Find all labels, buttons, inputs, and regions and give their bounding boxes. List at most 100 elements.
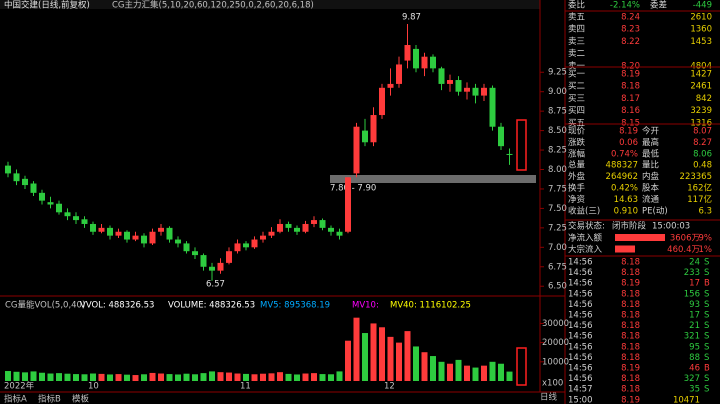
candle-body: [47, 202, 54, 205]
cell: 3606万: [670, 234, 700, 244]
cell: 0.74%: [611, 149, 638, 159]
volume-bar: [447, 363, 453, 381]
cell: 换手: [568, 183, 586, 194]
candle-body: [336, 231, 343, 236]
cell: 233: [684, 268, 700, 278]
cell: 488327: [606, 161, 638, 171]
y-tick-label: 8.50: [548, 126, 567, 136]
candle-body: [285, 223, 292, 228]
volume-bar: [243, 373, 249, 381]
y-tick-label: 8.75: [548, 107, 567, 117]
volume-bar: [455, 359, 462, 381]
flow-bar: [615, 234, 665, 241]
cell: 17: [689, 311, 700, 321]
cell: 8.23: [621, 25, 640, 35]
volume-bar: [166, 374, 173, 381]
volume-bar: [217, 372, 224, 381]
cell: 大宗流入: [568, 244, 603, 255]
cell: S: [704, 374, 709, 384]
candle-body: [158, 227, 164, 232]
cell: 涨跌: [568, 137, 586, 148]
cell: 8.06: [693, 149, 712, 159]
cell: 今开: [642, 126, 660, 137]
cell: 15:00:03: [652, 222, 690, 232]
cell: S: [704, 332, 709, 342]
volume-bar: [268, 373, 275, 381]
candle-body: [217, 262, 224, 271]
candle-body: [311, 220, 317, 224]
candle-body: [149, 231, 156, 244]
volume-bar: [22, 372, 28, 381]
cell: 闭市阶段: [612, 221, 647, 232]
candle-body: [73, 216, 79, 221]
candle-body: [302, 223, 309, 232]
cell: 外盘: [568, 171, 586, 182]
cell: 净流入额: [568, 233, 603, 244]
candle-body: [481, 87, 487, 96]
cell: 14:56: [568, 342, 593, 352]
tab[interactable]: 指标A: [4, 394, 27, 404]
cell: 14:56: [568, 311, 593, 321]
cell: S: [704, 321, 709, 331]
volume-bar: [345, 340, 351, 381]
volume-bar: [56, 373, 62, 381]
cell: 8.18: [621, 321, 640, 331]
x-label: 12: [384, 382, 395, 392]
candle-body: [183, 243, 190, 252]
cell: 21: [689, 321, 700, 331]
cell: 14:56: [568, 279, 593, 289]
cell: 净资: [568, 194, 586, 205]
cell: 8.19: [621, 395, 640, 404]
volume-bar: [234, 373, 241, 381]
candle-body: [277, 223, 283, 232]
cell: 35: [689, 385, 700, 395]
volume-bar: [251, 374, 258, 381]
tab[interactable]: 指标B: [38, 394, 61, 404]
volume-bar: [464, 365, 470, 381]
cell: S: [704, 300, 709, 310]
cell: 14:56: [568, 374, 593, 384]
volume-bar: [472, 367, 479, 381]
cell: PE(动): [642, 205, 668, 216]
volume-bar: [47, 373, 54, 381]
volume-bar: [64, 373, 71, 381]
cell: 最低: [642, 148, 660, 159]
candle-body: [345, 177, 351, 232]
candle-body: [234, 243, 241, 252]
cell: 9%: [699, 234, 713, 244]
cell: 8.18: [621, 82, 640, 92]
candle-body: [438, 68, 445, 84]
candle-body: [328, 227, 334, 232]
cell: 8.22: [621, 37, 640, 47]
cell: 8.18: [621, 258, 640, 268]
cell: -2.14%: [610, 1, 640, 11]
cell: 买二: [568, 82, 586, 92]
cell: 327: [684, 374, 700, 384]
y-tick-label: 8.00: [548, 165, 567, 175]
candle-body: [396, 64, 402, 84]
candle-body: [362, 130, 368, 143]
volume-bar: [90, 373, 96, 381]
tab[interactable]: 模板: [72, 394, 90, 404]
cell: 10471: [673, 395, 700, 404]
volume-bar: [413, 346, 419, 381]
highlight-box: [516, 119, 527, 171]
cell: 162亿: [687, 183, 712, 194]
cell: 8.18: [621, 385, 640, 395]
volume-bar: [98, 373, 105, 381]
candle-body: [294, 227, 300, 232]
annotation: 9.87: [402, 13, 421, 23]
volume-bar: [132, 375, 139, 381]
candle-body: [260, 235, 266, 240]
y-tick-label: 20000: [542, 338, 569, 348]
candle-body: [209, 266, 215, 271]
cell: 14.63: [614, 195, 638, 205]
candle-body: [56, 203, 62, 213]
cell: 264962: [606, 172, 638, 182]
cell: 流通: [642, 194, 660, 205]
cell: 现价: [568, 127, 586, 137]
cell: 3239: [690, 106, 712, 116]
cell: 156: [684, 289, 700, 299]
candle-body: [498, 126, 504, 147]
chart-title: 中国交建(日线,前复权): [4, 0, 90, 11]
